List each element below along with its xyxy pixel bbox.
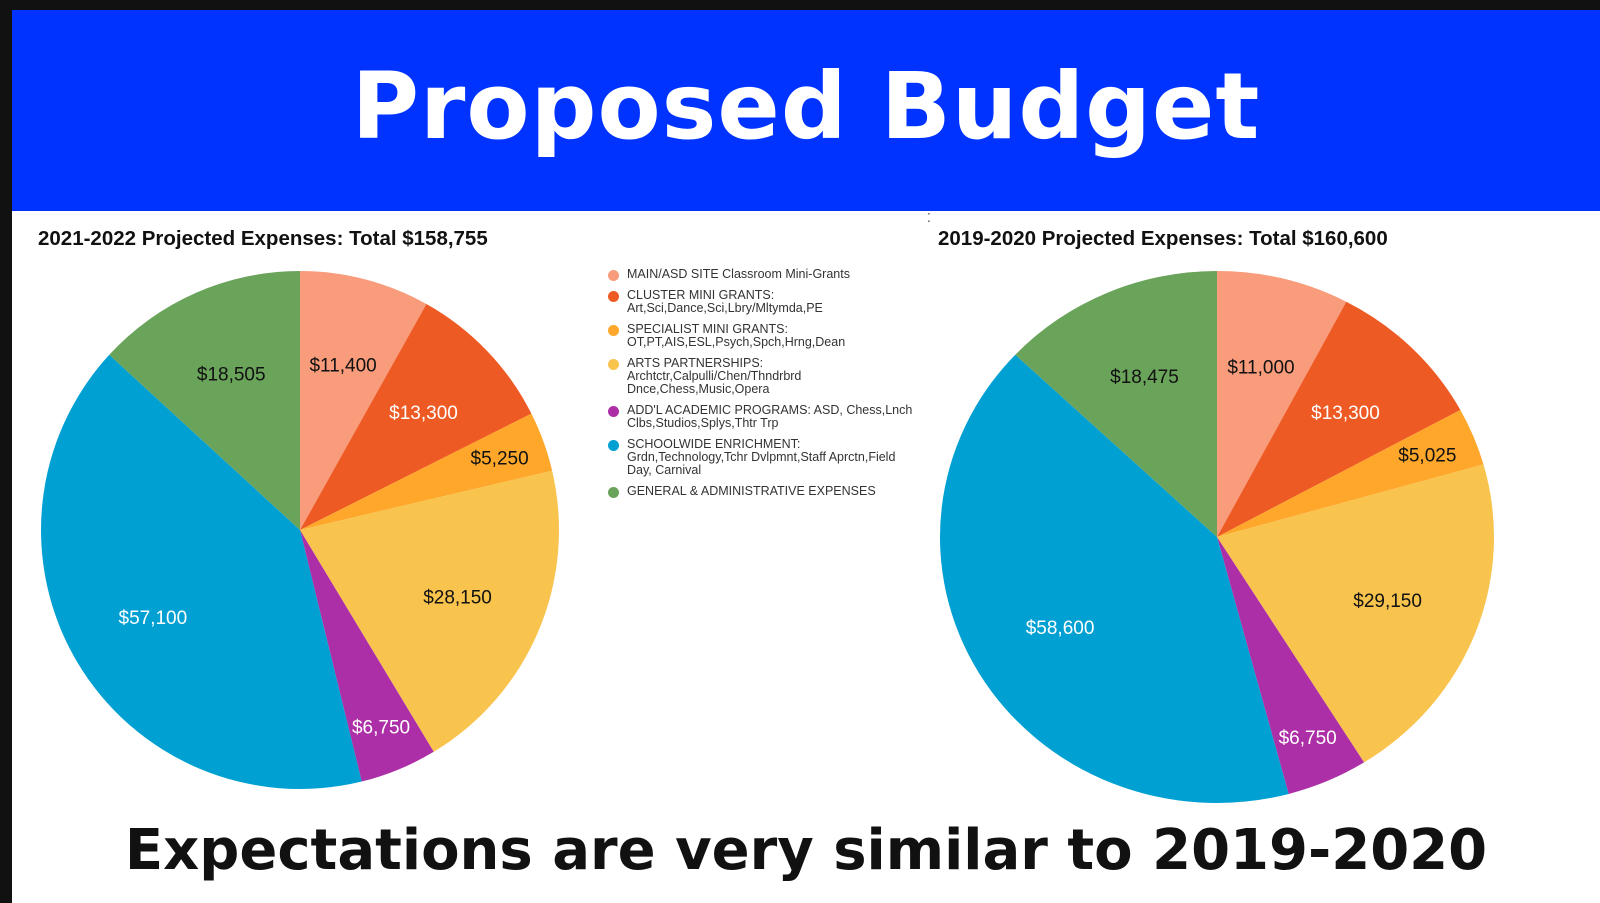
slide-title: Proposed Budget — [351, 53, 1261, 160]
legend-swatch — [608, 325, 619, 336]
legend-swatch — [608, 270, 619, 281]
divider-mark: ⁚ — [927, 211, 931, 225]
legend-item: MAIN/ASD SITE Classroom Mini-Grants — [608, 268, 948, 281]
pie-slice — [41, 354, 362, 789]
slice-value-label: $58,600 — [1026, 618, 1095, 639]
chart-legend: MAIN/ASD SITE Classroom Mini-Grants CLUS… — [608, 268, 948, 506]
legend-item: GENERAL & ADMINISTRATIVE EXPENSES — [608, 485, 948, 498]
slice-value-label: $6,750 — [352, 717, 410, 738]
legend-label: SCHOOLWIDE ENRICHMENT: Grdn,Technology,T… — [627, 437, 896, 477]
pie-chart-2021: $11,400 $13,300 $5,250 $28,150 $6,750 $57,100… — [41, 271, 559, 789]
pie-slice — [1217, 271, 1347, 537]
legend-label: ARTS PARTNERSHIPS: Archtctr,Calpulli/Che… — [627, 356, 802, 396]
chart-title-2019: 2019-2020 Projected Expenses: Total $160… — [938, 227, 1388, 250]
legend-swatch — [608, 406, 619, 417]
slice-value-label: $13,300 — [1311, 403, 1380, 424]
slice-value-label: $57,100 — [119, 608, 188, 629]
pie-slice — [300, 530, 434, 782]
slice-value-label: $5,250 — [471, 448, 529, 469]
legend-item: ARTS PARTNERSHIPS: Archtctr,Calpulli/Che… — [608, 357, 948, 396]
pie-slice — [1217, 464, 1494, 763]
legend-item: ADD'L ACADEMIC PROGRAMS: ASD, Chess,Lnch… — [608, 404, 948, 430]
legend-swatch — [608, 291, 619, 302]
slice-value-label: $13,300 — [389, 403, 458, 424]
legend-item: SCHOOLWIDE ENRICHMENT: Grdn,Technology,T… — [608, 438, 948, 477]
pie-slice — [300, 271, 427, 530]
pie-slice — [1015, 271, 1217, 537]
title-banner: Proposed Budget — [12, 10, 1600, 211]
pie-slice — [1217, 537, 1365, 794]
pie-slice — [300, 470, 559, 752]
slice-value-label: $29,150 — [1353, 591, 1422, 612]
legend-label: ADD'L ACADEMIC PROGRAMS: ASD, Chess,Lnch… — [627, 403, 913, 430]
legend-item: CLUSTER MINI GRANTS: Art,Sci,Dance,Sci,L… — [608, 289, 948, 315]
slice-value-label: $6,750 — [1279, 728, 1337, 749]
legend-swatch — [608, 440, 619, 451]
slice-value-label: $5,025 — [1398, 446, 1456, 467]
legend-label: CLUSTER MINI GRANTS: Art,Sci,Dance,Sci,L… — [627, 288, 823, 315]
slice-value-label: $18,505 — [197, 364, 266, 385]
legend-label: MAIN/ASD SITE Classroom Mini-Grants — [627, 267, 850, 281]
pie-slice — [1217, 301, 1461, 537]
chart-title-2021: 2021-2022 Projected Expenses: Total $158… — [38, 227, 488, 250]
legend-swatch — [608, 487, 619, 498]
slice-value-label: $11,400 — [309, 356, 376, 377]
slice-value-label: $28,150 — [423, 587, 492, 608]
pie-slice — [300, 413, 553, 530]
legend-label: GENERAL & ADMINISTRATIVE EXPENSES — [627, 484, 876, 498]
pie-chart-2019: $11,000 $13,300 $5,025 $29,150 $6,750 $58,600… — [940, 271, 1494, 803]
pie-slice — [1217, 409, 1484, 537]
pie-slice — [940, 354, 1289, 803]
pie-slice — [109, 271, 300, 530]
slice-value-label: $11,000 — [1227, 358, 1294, 379]
legend-swatch — [608, 359, 619, 370]
pie-slice — [300, 303, 532, 530]
slice-value-label: $18,475 — [1110, 367, 1179, 388]
legend-item: SPECIALIST MINI GRANTS: OT,PT,AIS,ESL,Ps… — [608, 323, 948, 349]
slide: Proposed Budget ⁚ 2021-2022 Projected Ex… — [12, 10, 1600, 903]
footer-caption: Expectations are very similar to 2019-20… — [124, 818, 1488, 883]
legend-label: SPECIALIST MINI GRANTS: OT,PT,AIS,ESL,Ps… — [627, 322, 846, 349]
